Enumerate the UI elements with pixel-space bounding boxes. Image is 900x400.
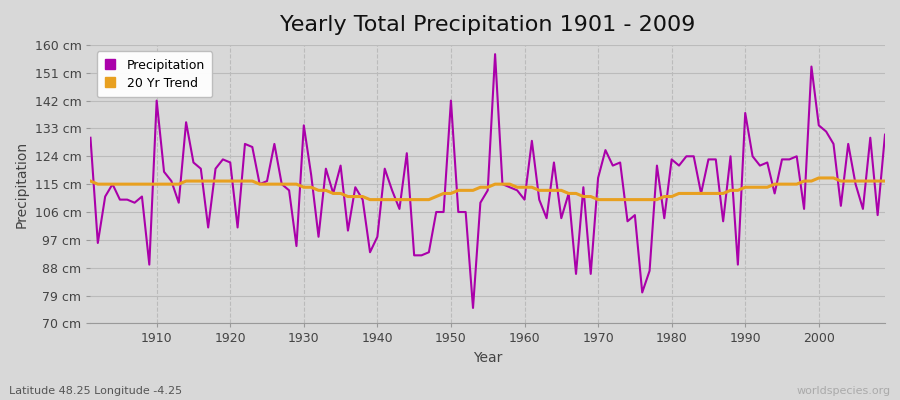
Y-axis label: Precipitation: Precipitation <box>15 140 29 228</box>
Text: worldspecies.org: worldspecies.org <box>796 386 891 396</box>
X-axis label: Year: Year <box>473 351 502 365</box>
Legend: Precipitation, 20 Yr Trend: Precipitation, 20 Yr Trend <box>96 51 212 97</box>
Text: Latitude 48.25 Longitude -4.25: Latitude 48.25 Longitude -4.25 <box>9 386 182 396</box>
Title: Yearly Total Precipitation 1901 - 2009: Yearly Total Precipitation 1901 - 2009 <box>280 15 696 35</box>
